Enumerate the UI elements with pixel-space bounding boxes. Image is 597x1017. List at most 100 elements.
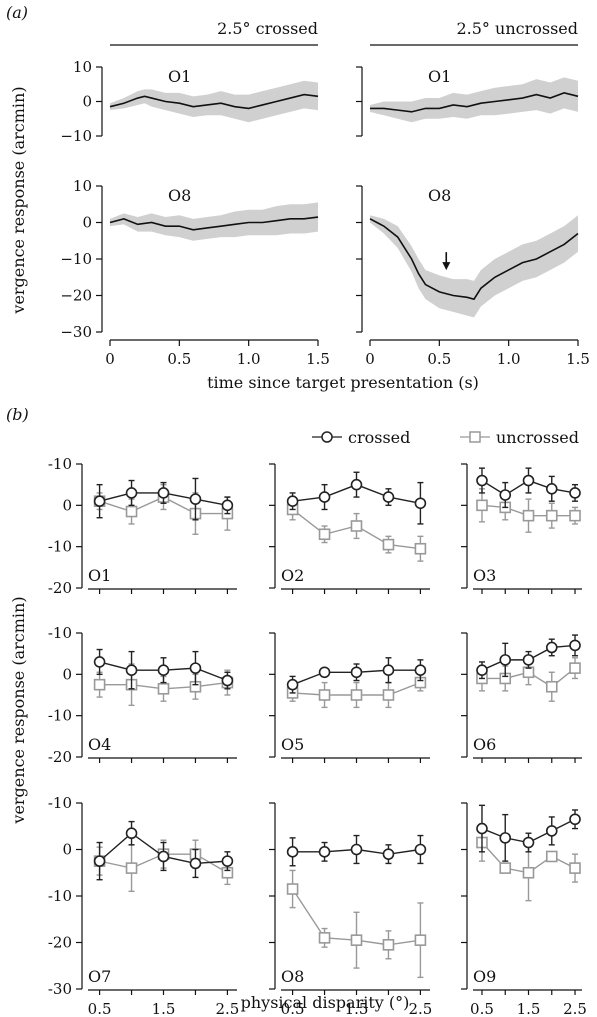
disparity-subplot-o7: -10 0 -10 -20 -30 0.5 1.5 2.5 O7 (48, 794, 239, 1017)
data-point (382, 848, 395, 860)
confidence-band (370, 77, 578, 123)
observer-label: O7 (88, 967, 111, 986)
x-axis-title: time since target presentation (s) (207, 373, 479, 392)
condition-label: 2.5° crossed (217, 19, 318, 38)
x-tick-label: 0 (365, 350, 375, 368)
data-point (414, 843, 427, 856)
data-point (318, 846, 331, 858)
data-point (157, 850, 170, 863)
x-tick-label: 1.5 (345, 1000, 369, 1017)
x-axis-title: physical disparity (°) (241, 993, 410, 1012)
data-point (499, 862, 512, 874)
data-point (157, 682, 170, 695)
disparity-subplot-o5: O5 (269, 632, 430, 763)
data-point (569, 509, 581, 522)
legend-marker-crossed (321, 431, 333, 443)
data-point (382, 538, 395, 551)
series-crossed (476, 467, 581, 509)
y-tick-label: -10 (48, 538, 72, 556)
disparity-subplot-o9: 0.5 1.5 2.5 O9 (461, 802, 587, 1017)
annotation-arrow-head (442, 262, 451, 271)
timecourse-subplot-o1-crossed: 10 0 −10 O1 (60, 58, 319, 145)
panel-b-label: (b) (6, 405, 29, 424)
data-point (414, 542, 427, 555)
x-tick-label: 0.5 (88, 1000, 112, 1017)
observer-label: O1 (168, 67, 191, 86)
disparity-subplot-o2: O2 (269, 463, 430, 594)
data-point (350, 666, 363, 679)
disparity-subplot-o6: O6 (461, 632, 582, 763)
disparity-subplot-o3: O3 (461, 463, 582, 594)
x-tick-label: 2.5 (215, 1000, 239, 1017)
data-point (569, 813, 581, 826)
series-crossed (286, 471, 427, 525)
data-point (189, 493, 202, 505)
series-uncrossed (286, 498, 427, 562)
series-crossed (286, 657, 427, 694)
data-point (318, 666, 331, 679)
observer-label: O3 (473, 566, 496, 585)
data-point (318, 932, 331, 944)
series-crossed (286, 834, 427, 867)
data-point (545, 850, 558, 863)
observer-label: O8 (428, 186, 451, 205)
data-point (125, 505, 138, 518)
x-tick-label: 1.5 (566, 350, 590, 368)
data-point (522, 654, 535, 666)
series-crossed (476, 804, 581, 862)
y-tick-label: -10 (48, 624, 72, 642)
observer-label: O9 (473, 967, 496, 986)
y-tick-label: -10 (48, 887, 72, 905)
y-tick-label: −10 (60, 250, 92, 268)
data-point (125, 487, 138, 499)
data-point (286, 883, 299, 895)
data-point (125, 827, 138, 840)
x-tick-label: 1.0 (497, 350, 521, 368)
disparity-subplot-o1: -10 0 -10 -20 O1 (48, 455, 237, 597)
disparity-subplot-o8: 0.5 1.5 2.5 O8 (269, 802, 432, 1017)
data-point (522, 866, 535, 879)
y-tick-label: -10 (48, 455, 72, 473)
y-tick-label: 0 (62, 665, 72, 683)
y-tick-label: −30 (60, 323, 92, 341)
data-point (382, 689, 395, 701)
data-point (318, 491, 331, 503)
y-tick-label: 0 (82, 93, 92, 111)
data-point (414, 664, 427, 677)
x-tick-label: 1.5 (306, 350, 330, 368)
x-tick-label: 2.5 (563, 1000, 587, 1017)
data-point (476, 499, 488, 512)
condition-label: 2.5° uncrossed (456, 19, 578, 38)
y-tick-label: -20 (48, 579, 72, 597)
x-tick-label: 1.0 (237, 350, 261, 368)
data-point (157, 664, 170, 677)
y-tick-label: 0 (62, 496, 72, 514)
data-point (221, 855, 234, 867)
data-point (476, 474, 488, 487)
y-tick-label: 10 (73, 177, 92, 195)
data-point (350, 934, 363, 946)
x-tick-label: 1.5 (517, 1000, 541, 1017)
confidence-band (110, 80, 318, 123)
timecourse-subplot-o8-uncrossed: O8 0 0.5 1.0 1.5 (356, 185, 590, 368)
observer-label: O8 (281, 967, 304, 986)
confidence-band (110, 202, 318, 241)
series-crossed (93, 820, 234, 881)
timecourse-subplot-o8-crossed: 10 0 −10 −20 −30 O8 0 0.5 1.0 1.5 (60, 177, 330, 368)
data-point (545, 641, 558, 654)
data-point (350, 520, 363, 532)
x-tick-label: 1.5 (152, 1000, 176, 1017)
data-point (350, 689, 363, 701)
data-point (286, 846, 299, 858)
series-crossed (93, 648, 234, 690)
x-tick-label: 0.5 (470, 1000, 494, 1017)
data-point (125, 862, 138, 874)
data-point (476, 664, 488, 677)
y-tick-label: −20 (60, 287, 92, 305)
data-point (522, 474, 535, 487)
observer-label: O6 (473, 735, 496, 754)
panel-a-label: (a) (6, 3, 28, 22)
series-uncrossed (476, 488, 581, 533)
